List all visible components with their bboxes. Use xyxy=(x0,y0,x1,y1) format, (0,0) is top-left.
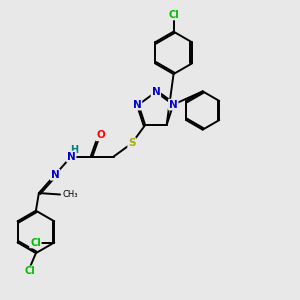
Text: H: H xyxy=(70,145,78,155)
Text: Cl: Cl xyxy=(24,266,35,276)
Text: N: N xyxy=(169,100,178,110)
Text: CH₃: CH₃ xyxy=(62,190,78,199)
Text: O: O xyxy=(96,130,105,140)
Text: S: S xyxy=(128,138,136,148)
Text: N: N xyxy=(67,152,76,161)
Text: N: N xyxy=(152,87,160,97)
Text: N: N xyxy=(133,100,141,110)
Text: Cl: Cl xyxy=(30,238,41,248)
Text: Cl: Cl xyxy=(168,10,179,20)
Text: N: N xyxy=(51,170,59,180)
